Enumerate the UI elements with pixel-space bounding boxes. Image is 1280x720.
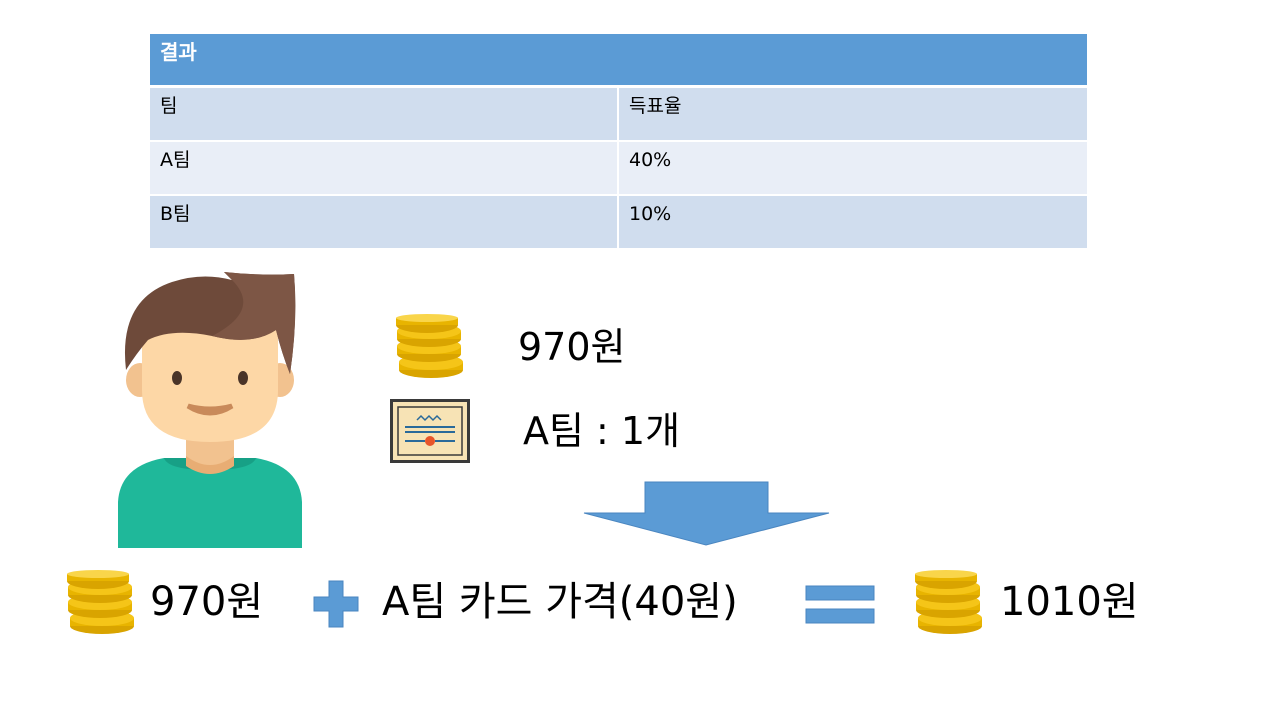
plus-icon bbox=[313, 580, 359, 628]
certificate-card-icon bbox=[390, 399, 470, 463]
coin-stack-icon bbox=[67, 570, 134, 634]
coin-stack-icon bbox=[915, 570, 982, 634]
coin-stack-icon bbox=[396, 314, 463, 378]
equation-card-value: A팀 카드 가격(40원) bbox=[382, 579, 738, 625]
person-avatar bbox=[118, 272, 302, 548]
table-title: 결과 bbox=[150, 34, 1087, 88]
table-header-row: 팀 득표율 bbox=[150, 86, 1087, 142]
down-arrow bbox=[583, 481, 830, 546]
rate-cell: 10% bbox=[618, 195, 1087, 250]
equation-total: 1010원 bbox=[1000, 579, 1139, 625]
column-header-rate: 득표율 bbox=[618, 86, 1087, 142]
card-count: A팀 : 1개 bbox=[523, 409, 681, 453]
table-row: B팀 10% bbox=[150, 195, 1087, 250]
team-cell: A팀 bbox=[150, 141, 619, 196]
wallet-money: 970원 bbox=[518, 325, 626, 369]
team-cell: B팀 bbox=[150, 195, 619, 250]
results-table: 결과 팀 득표율 A팀 40% B팀 10% bbox=[150, 34, 1087, 250]
table-row: A팀 40% bbox=[150, 141, 1087, 196]
column-header-team: 팀 bbox=[150, 86, 619, 142]
equals-icon bbox=[805, 585, 875, 624]
rate-cell: 40% bbox=[618, 141, 1087, 196]
equation-money: 970원 bbox=[150, 579, 264, 625]
